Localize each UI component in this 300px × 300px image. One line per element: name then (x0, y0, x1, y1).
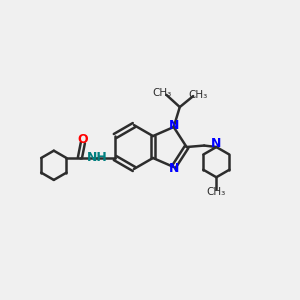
Text: O: O (77, 133, 88, 146)
Text: CH₃: CH₃ (152, 88, 172, 98)
Text: N: N (169, 162, 179, 175)
Text: CH₃: CH₃ (188, 90, 207, 100)
Text: N: N (169, 119, 179, 132)
Text: CH₃: CH₃ (207, 187, 226, 197)
Text: N: N (211, 137, 221, 150)
Text: NH: NH (87, 152, 108, 164)
